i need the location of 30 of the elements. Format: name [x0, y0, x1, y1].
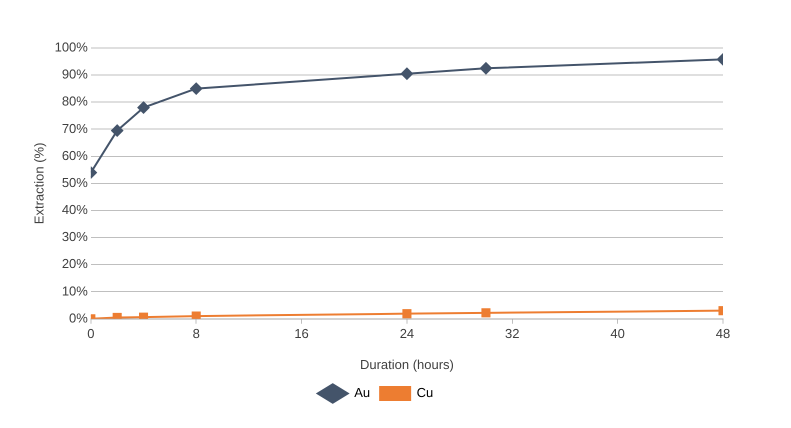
legend-label: Au	[354, 385, 370, 400]
x-tick-label: 48	[716, 326, 730, 342]
x-tick-label: 32	[505, 326, 520, 342]
point	[400, 68, 413, 80]
y-tick-label: 80%	[62, 94, 88, 109]
point	[481, 308, 490, 318]
y-tick-label: 60%	[62, 148, 88, 163]
point	[111, 124, 124, 137]
x-tick-label: 0	[87, 326, 94, 342]
y-tick-label: 40%	[62, 202, 88, 218]
x-tick-label: 24	[400, 326, 414, 342]
point	[138, 102, 150, 114]
y-tick-label: 0%	[69, 310, 88, 326]
legend-label: Cu	[416, 385, 434, 400]
x-tick-label: 8	[192, 326, 200, 342]
y-tick-label: 30%	[62, 229, 88, 244]
point	[480, 62, 492, 74]
y-tick-label: 20%	[62, 256, 88, 272]
point	[192, 312, 201, 319]
y-tick-label: 100%	[54, 40, 88, 55]
x-axis-title: Duration (hours)	[360, 356, 454, 372]
y-axis-title: Extraction (%)	[31, 142, 46, 224]
y-tick-label: 90%	[62, 66, 88, 82]
point	[190, 82, 202, 95]
x-tick-label: 40	[610, 326, 625, 342]
y-tick-label: 50%	[62, 174, 88, 190]
x-tick-label: 16	[294, 326, 309, 342]
y-tick-label: 70%	[62, 120, 88, 136]
y-tick-label: 10%	[62, 283, 88, 298]
point	[402, 309, 412, 318]
